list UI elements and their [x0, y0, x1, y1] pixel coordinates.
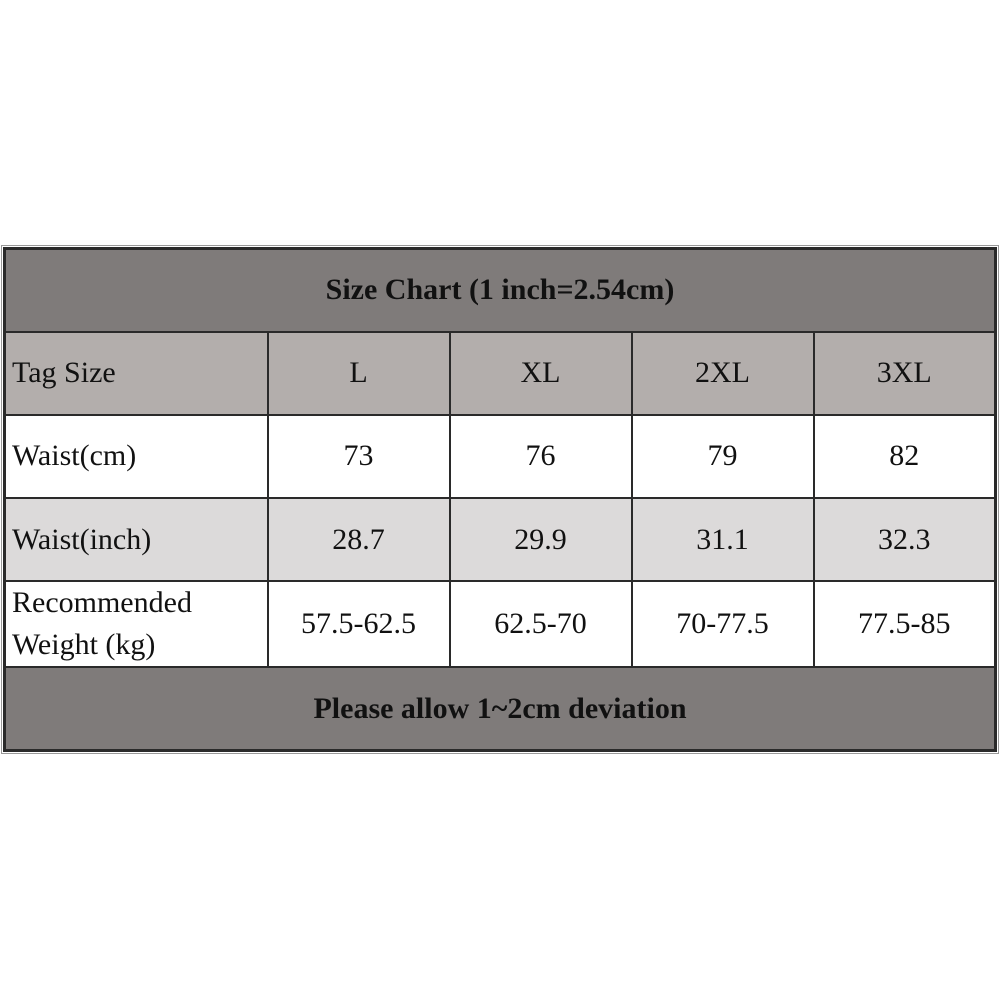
table-footer: Please allow 1~2cm deviation: [3, 666, 997, 752]
header-cell: L: [266, 330, 451, 416]
size-value: 29.9: [448, 496, 633, 583]
row-label: Recommended Weight (kg): [3, 580, 269, 669]
size-value: 82: [812, 413, 997, 499]
data-row: Recommended Weight (kg) 57.5-62.5 62.5-70 7…: [3, 580, 997, 669]
header-cell: Tag Size: [3, 330, 269, 416]
size-value: 62.5-70: [448, 580, 633, 669]
row-label: Waist(cm): [3, 413, 269, 499]
size-chart-frame: Size Chart (1 inch=2.54cm) Tag Size L XL 2XL…: [1, 245, 999, 754]
header-cell: XL: [448, 330, 633, 416]
size-value: 31.1: [630, 496, 815, 583]
row-label: Waist(inch): [3, 496, 269, 583]
table-title: Size Chart (1 inch=2.54cm): [3, 247, 997, 333]
size-value: 73: [266, 413, 451, 499]
size-value: 76: [448, 413, 633, 499]
size-value: 32.3: [812, 496, 997, 583]
title-row: Size Chart (1 inch=2.54cm): [3, 247, 997, 333]
header-cell: 3XL: [812, 330, 997, 416]
size-value: 28.7: [266, 496, 451, 583]
data-row: Waist(inch) 28.7 29.9 31.1 32.3: [3, 496, 997, 583]
size-value: 70-77.5: [630, 580, 815, 669]
size-value: 79: [630, 413, 815, 499]
data-row: Waist(cm) 73 76 79 82: [3, 413, 997, 499]
footer-row: Please allow 1~2cm deviation: [3, 666, 997, 752]
header-cell: 2XL: [630, 330, 815, 416]
header-row: Tag Size L XL 2XL 3XL: [3, 330, 997, 416]
size-value: 77.5-85: [812, 580, 997, 669]
size-value: 57.5-62.5: [266, 580, 451, 669]
size-chart-table: Size Chart (1 inch=2.54cm) Tag Size L XL 2XL…: [3, 247, 997, 752]
